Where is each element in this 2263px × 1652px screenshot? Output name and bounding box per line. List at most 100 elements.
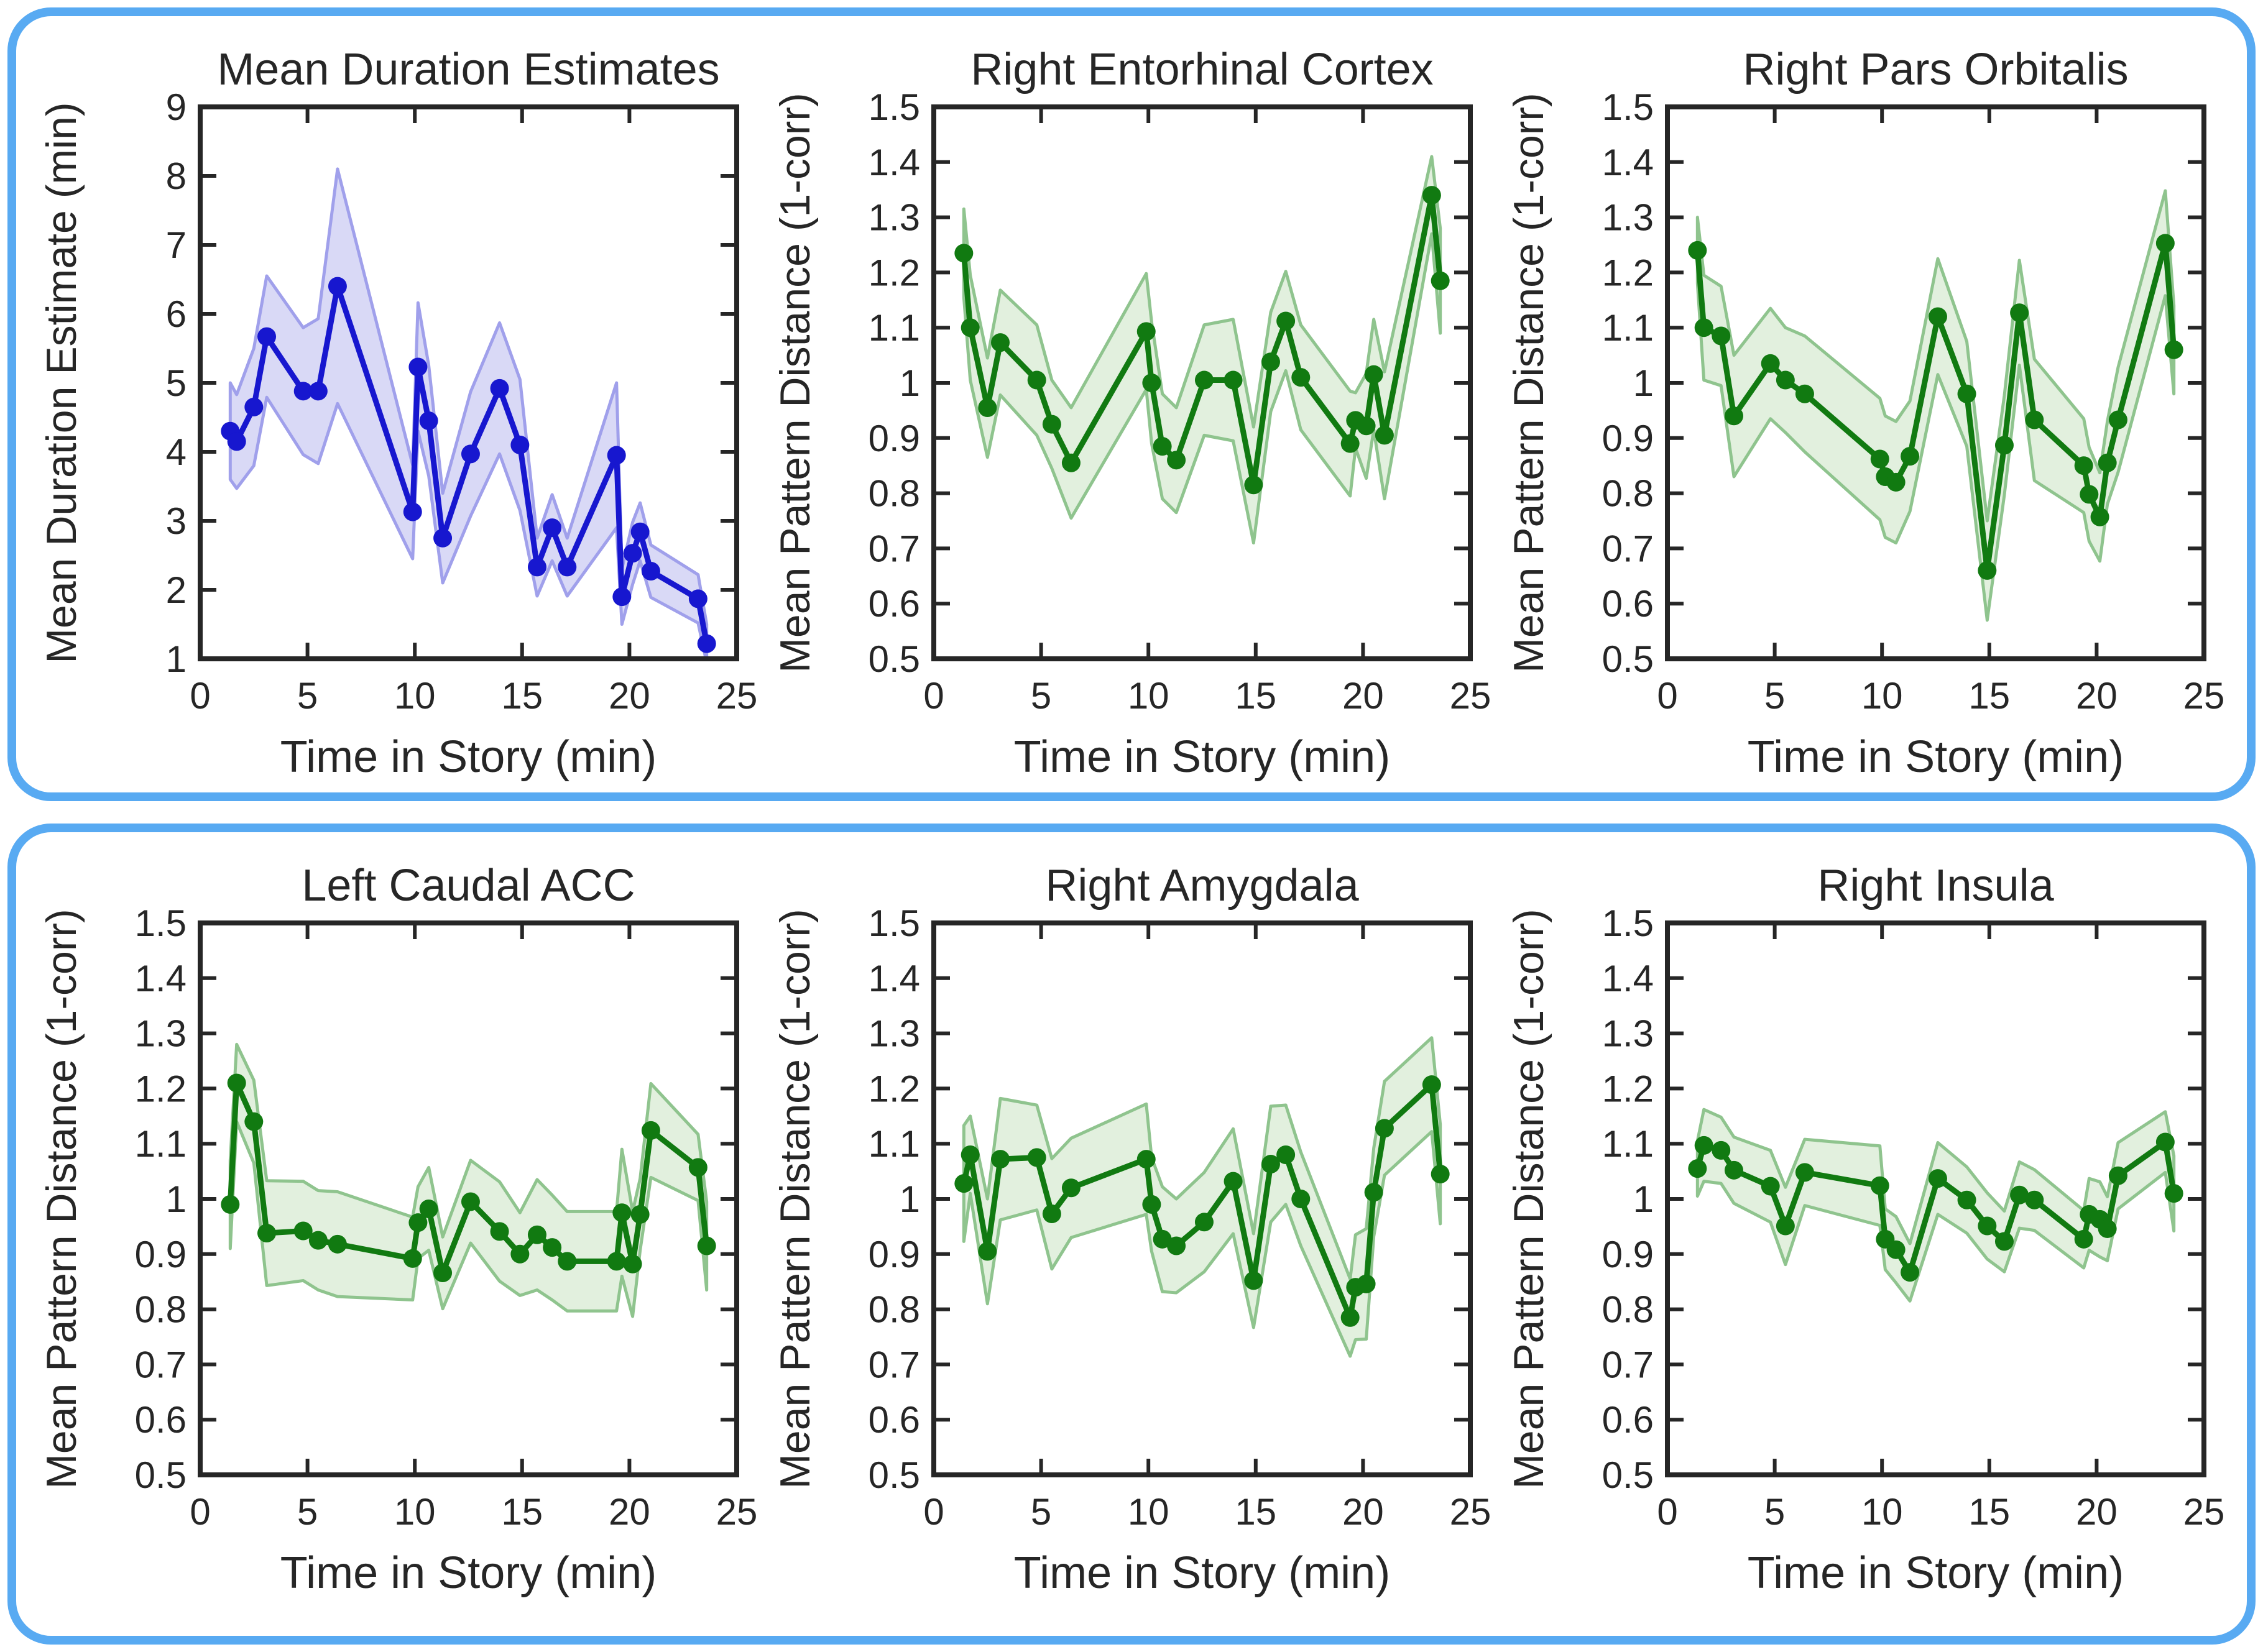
x-axis-label: Time in Story (min) [1014, 1548, 1390, 1598]
x-tick-label: 0 [923, 675, 944, 717]
chart-right-amygdala: 0 5 10 15 20 25 0.5 0.6 0.7 0.8 0.9 1 1.1 1.2 1.3 1.4 1.… [771, 843, 1492, 1605]
data-point [244, 397, 264, 416]
data-point [1725, 406, 1744, 426]
data-point [991, 1150, 1010, 1169]
data-point [641, 562, 660, 581]
data-point [543, 1238, 562, 1257]
error-band [228, 1042, 709, 1318]
y-tick-label: 1.1 [1602, 307, 1654, 349]
data-point [2164, 1184, 2183, 1203]
data-point [1431, 1165, 1450, 1184]
data-point [1886, 1240, 1906, 1259]
y-tick-label: 0.6 [1602, 583, 1654, 625]
data-point [1224, 1172, 1243, 1191]
data-point [1167, 451, 1186, 470]
data-point [2025, 410, 2044, 429]
y-tick-label: 1.3 [1602, 1013, 1654, 1055]
data-point [1291, 368, 1311, 387]
data-point [2010, 1185, 2029, 1205]
chart-title: Right Pars Orbitalis [1743, 45, 2128, 94]
data-point [2090, 507, 2109, 526]
error-band [1695, 189, 2176, 622]
data-point [221, 1195, 240, 1214]
data-point [1694, 1136, 1713, 1155]
data-point [1901, 447, 1920, 466]
x-tick-label: 15 [1968, 675, 2010, 717]
y-tick-label: 0.5 [135, 1454, 187, 1496]
data-point [328, 277, 347, 296]
x-tick-label: 5 [1764, 675, 1785, 717]
data-point [1994, 1232, 2014, 1251]
y-tick-label: 0.8 [869, 473, 920, 515]
x-tick-label: 5 [1031, 1491, 1051, 1533]
y-tick-label: 0.5 [1602, 638, 1654, 680]
data-point [257, 1224, 277, 1243]
y-tick-label: 0.8 [1602, 1289, 1654, 1331]
y-tick-label: 1.2 [135, 1068, 187, 1109]
data-point [2080, 485, 2099, 504]
y-tick-label: 0.5 [1602, 1454, 1654, 1496]
y-tick-label: 0.5 [869, 1454, 920, 1496]
data-point [490, 379, 509, 398]
data-point [1340, 1308, 1360, 1327]
data-point [1136, 322, 1156, 341]
y-tick-label: 0.7 [869, 528, 920, 569]
y-tick-label: 1.5 [869, 86, 920, 128]
data-point [1870, 449, 1889, 469]
data-point [1261, 1155, 1280, 1174]
y-tick-label: 1 [900, 362, 920, 404]
chart-right-insula: 0 5 10 15 20 25 0.5 0.6 0.7 0.8 0.9 1 1.1 1.2 1.3 1.4 1.… [1505, 843, 2226, 1605]
panel-top: 0 5 10 15 20 25 1 2 3 4 5 6 7 8 9 Mean Duration Estimat… [7, 7, 2256, 801]
data-point [257, 327, 277, 346]
data-point [490, 1222, 509, 1241]
error-band [1695, 1108, 2176, 1303]
y-tick-label: 1 [900, 1178, 920, 1220]
y-tick-label: 4 [166, 431, 187, 473]
data-point [1422, 186, 1441, 205]
data-point [1375, 426, 1394, 445]
data-point [403, 1249, 422, 1268]
x-tick-label: 5 [297, 1491, 318, 1533]
data-point [1153, 437, 1172, 456]
data-point [2010, 303, 2029, 323]
data-point [1061, 1178, 1081, 1198]
data-point [1357, 1274, 1376, 1293]
data-point [630, 1205, 650, 1224]
data-point [543, 518, 562, 538]
error-band [228, 167, 709, 659]
data-point [1027, 370, 1046, 390]
x-tick-label: 15 [1968, 1491, 2010, 1533]
x-tick-label: 0 [1657, 675, 1677, 717]
data-point [1244, 475, 1263, 495]
x-tick-label: 25 [1450, 675, 1491, 717]
data-point [1725, 1160, 1744, 1180]
x-tick-label: 15 [1235, 675, 1276, 717]
y-tick-label: 9 [166, 86, 187, 128]
data-point [2074, 1229, 2093, 1249]
x-axis-label: Time in Story (min) [1748, 732, 2124, 782]
data-point [1928, 307, 1947, 326]
y-tick-label: 1.4 [135, 958, 187, 999]
y-tick-label: 1.3 [869, 1013, 920, 1055]
data-point [1027, 1148, 1046, 1167]
x-tick-label: 10 [1128, 675, 1169, 717]
data-point [2025, 1190, 2044, 1209]
y-tick-label: 1 [166, 1178, 187, 1220]
data-point [2155, 1132, 2175, 1152]
data-point [558, 558, 577, 577]
y-tick-label: 1.4 [869, 958, 920, 999]
data-point [1276, 1145, 1296, 1164]
x-tick-label: 25 [2183, 675, 2225, 717]
x-tick-label: 10 [394, 1491, 436, 1533]
data-point [558, 1252, 577, 1271]
y-tick-label: 1.5 [1602, 86, 1654, 128]
x-tick-label: 10 [1861, 1491, 1903, 1533]
data-point [1870, 1176, 1889, 1195]
data-point [1694, 318, 1713, 337]
x-tick-label: 5 [1031, 675, 1051, 717]
data-point [1224, 370, 1243, 390]
x-tick-label: 20 [1342, 1491, 1384, 1533]
x-tick-label: 15 [501, 1491, 543, 1533]
data-point [1957, 384, 1976, 403]
